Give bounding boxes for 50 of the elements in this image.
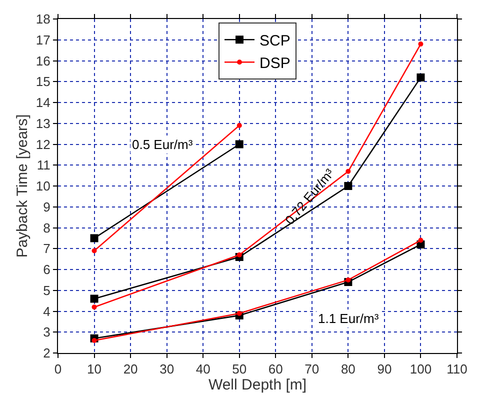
point — [235, 140, 244, 148]
y-tick-label: 11 — [36, 158, 50, 173]
x-tick-label: 50 — [232, 362, 247, 377]
y-tick-label: 10 — [36, 178, 50, 194]
point — [90, 294, 98, 303]
point — [92, 248, 97, 254]
point — [90, 234, 98, 242]
x-axis-title: Well Depth [m] — [208, 376, 307, 394]
point — [236, 252, 242, 258]
y-axis-title: Payback Time [years] — [14, 114, 32, 258]
y-tick-label: 9 — [43, 199, 50, 214]
y-tick-label: 12 — [36, 136, 50, 152]
x-tick-label: 10 — [87, 362, 102, 377]
y-tick-label: 6 — [43, 262, 50, 278]
y-tick-label: 4 — [43, 304, 50, 319]
y-tick-label: 3 — [43, 324, 50, 340]
x-tick-label: 40 — [196, 362, 210, 377]
x-tick-label: 90 — [377, 362, 392, 377]
point — [344, 182, 352, 190]
y-tick-label: 16 — [36, 53, 50, 68]
point — [92, 304, 97, 310]
y-tick-label: 2 — [43, 346, 50, 361]
point — [236, 122, 242, 128]
point — [418, 238, 424, 243]
x-tick-label: 110 — [446, 362, 468, 377]
x-tick-label: 70 — [304, 362, 320, 377]
x-tick-label: 30 — [160, 362, 174, 377]
legend-label: SCP — [260, 32, 290, 50]
point — [346, 277, 351, 282]
y-tick-label: 15 — [36, 74, 50, 90]
x-tick-label: 80 — [340, 362, 356, 377]
point — [346, 168, 351, 174]
point — [92, 338, 97, 343]
y-tick-label: 18 — [36, 12, 50, 27]
y-tick-label: 14 — [36, 95, 50, 110]
annotation: 0.5 Eur/m³ — [132, 137, 194, 152]
y-tick-label: 7 — [43, 241, 50, 256]
y-tick-label: 5 — [43, 282, 50, 298]
point — [418, 42, 424, 47]
x-tick-label: 100 — [410, 362, 432, 377]
y-tick-label: 13 — [36, 116, 50, 131]
y-tick-label: 17 — [36, 32, 50, 48]
legend-label: DSP — [260, 54, 290, 72]
x-tick-label: 0 — [54, 362, 62, 377]
point — [236, 310, 242, 316]
x-tick-label: 20 — [123, 362, 138, 377]
x-tick-label: 60 — [268, 362, 283, 377]
y-tick-label: 8 — [43, 220, 50, 236]
annotation: 1.1 Eur/m³ — [318, 311, 380, 326]
point — [416, 73, 425, 82]
